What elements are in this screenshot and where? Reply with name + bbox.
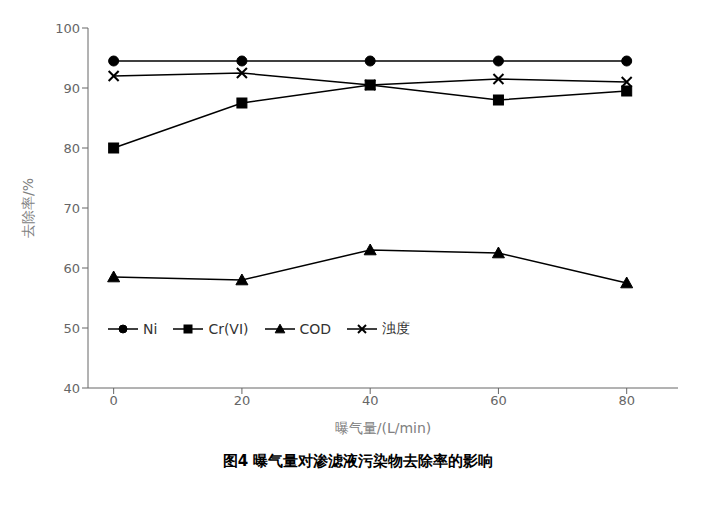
svg-text:80: 80 (63, 141, 80, 156)
svg-text:20: 20 (234, 393, 251, 408)
svg-text:100: 100 (55, 21, 80, 36)
svg-text:40: 40 (362, 393, 379, 408)
svg-text:90: 90 (63, 81, 80, 96)
svg-text:0: 0 (110, 393, 118, 408)
html-text:COD: COD (299, 321, 332, 337)
svg-text:40: 40 (63, 381, 80, 396)
html-text:浊度: 浊度 (382, 320, 411, 336)
svg-text:去除率/%: 去除率/% (20, 178, 36, 238)
html-text:图4 曝气量对渗滤液污染物去除率的影响: 图4 曝气量对渗滤液污染物去除率的影响 (222, 452, 494, 470)
html-text:Cr(VI): Cr(VI) (208, 321, 249, 337)
svg-text:曝气量/(L/min): 曝气量/(L/min) (335, 420, 432, 436)
svg-text:70: 70 (63, 201, 80, 216)
svg-text:80: 80 (618, 393, 635, 408)
svg-text:50: 50 (63, 321, 80, 336)
html-text:Ni: Ni (143, 321, 158, 337)
svg-text:60: 60 (490, 393, 507, 408)
svg-text:60: 60 (63, 261, 80, 276)
